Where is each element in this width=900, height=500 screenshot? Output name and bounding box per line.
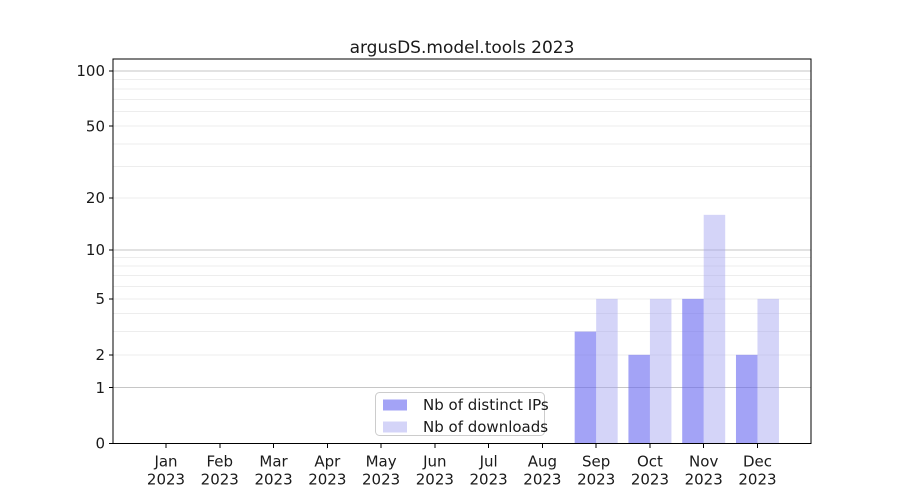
x-tick-label: 2023 — [523, 471, 561, 489]
x-tick-label: 2023 — [254, 471, 292, 489]
x-tick-label: 2023 — [362, 471, 400, 489]
x-tick-label: Aug — [528, 453, 557, 471]
plot-border — [112, 58, 812, 444]
x-tick-label: 2023 — [308, 471, 346, 489]
axes: 0125102050100Jan2023Feb2023Mar2023Apr202… — [76, 58, 812, 489]
x-tick-label: Jul — [479, 453, 498, 471]
gridlines — [113, 70, 811, 389]
x-tick-label: Sep — [582, 453, 610, 471]
x-tick-label: Oct — [637, 453, 663, 471]
y-tick-label: 0 — [95, 435, 105, 453]
legend-label-1: Nb of downloads — [423, 418, 548, 436]
bar-downloads-month-10 — [703, 214, 726, 444]
legend-box — [375, 392, 545, 436]
chart-title: argusDS.model.tools 2023 — [350, 38, 575, 58]
bar-distinct-ips-month-10 — [682, 298, 704, 444]
y-tick-label: 5 — [95, 290, 105, 308]
x-tick-label: 2023 — [201, 471, 239, 489]
x-tick-label: 2023 — [147, 471, 185, 489]
legend-swatch-1 — [383, 421, 407, 433]
x-tick-label: 2023 — [631, 471, 669, 489]
bar-downloads-month-8 — [596, 298, 618, 444]
y-tick-label: 50 — [86, 117, 105, 135]
legend-swatch-0 — [383, 399, 407, 411]
y-tick-label: 1 — [95, 379, 105, 397]
x-tick-label: Jan — [153, 453, 177, 471]
x-tick-label: 2023 — [685, 471, 723, 489]
x-tick-label: Apr — [314, 453, 341, 471]
legend-label-0: Nb of distinct IPs — [423, 396, 549, 414]
x-tick-label: 2023 — [738, 471, 776, 489]
x-tick-label: 2023 — [577, 471, 615, 489]
y-tick-label: 10 — [86, 241, 105, 259]
x-tick-label: Dec — [743, 453, 772, 471]
x-tick-label: Feb — [206, 453, 233, 471]
y-tick-label: 2 — [95, 346, 105, 364]
y-tick-label: 20 — [86, 189, 105, 207]
x-tick-label: 2023 — [470, 471, 508, 489]
bar-distinct-ips-month-8 — [574, 331, 597, 444]
y-tick-label: 100 — [76, 62, 105, 80]
bar-downloads-month-11 — [757, 298, 779, 444]
x-tick-label: Mar — [259, 453, 288, 471]
bar-distinct-ips-month-11 — [735, 354, 758, 444]
x-tick-label: 2023 — [416, 471, 454, 489]
x-tick-label: May — [366, 453, 397, 471]
bar-downloads-month-9 — [649, 298, 672, 444]
legend: Nb of distinct IPs Nb of downloads — [375, 392, 549, 436]
x-tick-label: Nov — [689, 453, 718, 471]
x-tick-label: Jun — [422, 453, 446, 471]
bar-distinct-ips-month-9 — [628, 354, 650, 444]
bars — [574, 214, 779, 444]
